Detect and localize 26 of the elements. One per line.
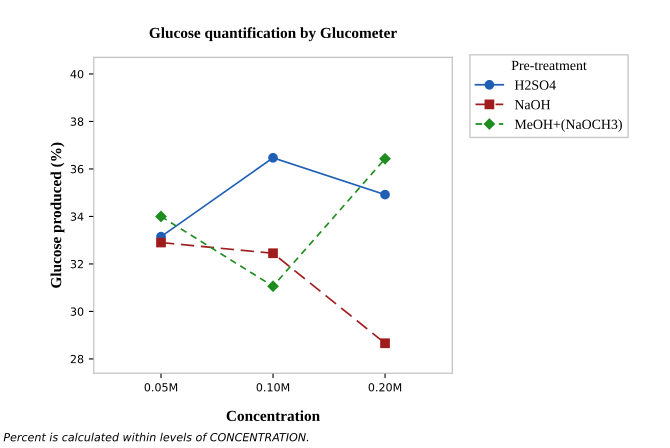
point — [156, 238, 166, 248]
y-tick-label: 40 — [70, 70, 84, 78]
legend-title: Pre-treatment — [512, 60, 587, 70]
point — [380, 190, 390, 200]
legend-label: H2SO4 — [514, 80, 556, 90]
x-tick-label: 0.10M — [256, 383, 290, 392]
x-axis-title: Concentration — [226, 410, 320, 422]
legend-label: MeOH+(NaOCH3) — [514, 119, 622, 132]
y-tick-label: 30 — [70, 307, 84, 316]
y-tick-label: 28 — [70, 354, 84, 364]
chart-title: Glucose quantification by Glucometer — [150, 27, 397, 42]
x-tick-label: 0.20M — [368, 383, 402, 392]
legend-label: NaOH — [514, 100, 550, 110]
point — [155, 210, 167, 222]
point — [268, 248, 278, 258]
x-tick-label: 0.05M — [144, 383, 178, 392]
point — [267, 280, 279, 292]
y-tick-label: 32 — [70, 260, 83, 268]
y-tick-label: 34 — [70, 212, 84, 221]
y-tick-label: 36 — [70, 164, 84, 174]
point — [379, 153, 391, 164]
text: Percent is calculated within levels of CONCENTRATION. — [4, 432, 308, 442]
y-axis-title: Glucose produced (%) — [50, 142, 64, 288]
y-tick-label: 38 — [70, 117, 84, 126]
point — [268, 152, 278, 163]
point — [380, 338, 390, 348]
